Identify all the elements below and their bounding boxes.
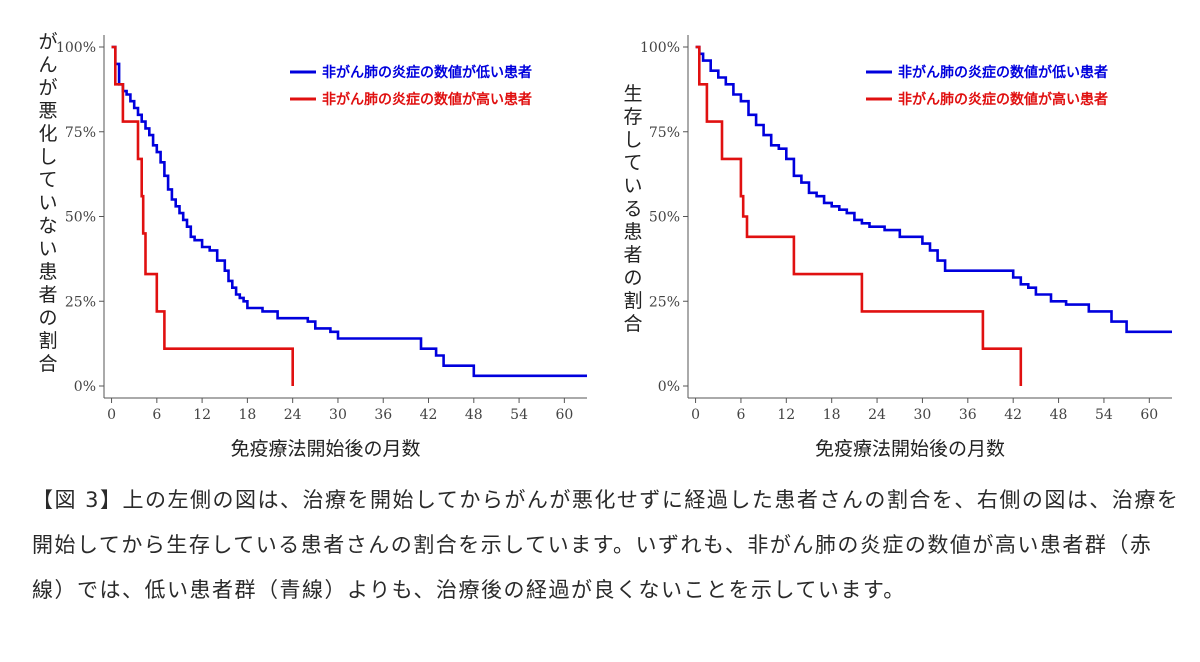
y-axis-label: 生存している患者の割合 xyxy=(623,83,642,335)
series-line-low xyxy=(111,45,587,378)
y-tick-label: 0% xyxy=(658,379,680,395)
chart-panel-1: 0% 25% 50% 75% 100% 0 6 12 18 24 30 36 42 48 54 60 免疫療法開… xyxy=(38,31,587,460)
x-tick-label: 24 xyxy=(284,407,302,423)
y-tick-label: 50% xyxy=(649,210,680,226)
x-tick-label: 42 xyxy=(1004,407,1022,423)
x-tick-label: 18 xyxy=(238,407,256,423)
y-tick-label: 100% xyxy=(640,40,680,56)
x-tick-label: 0 xyxy=(107,407,116,423)
x-tick-label: 30 xyxy=(329,407,347,423)
figure-caption: 【図 3】上の左側の図は、治療を開始してからがんが悪化せずに経過した患者さんの割… xyxy=(32,488,1180,602)
legend-label: 非がん肺の炎症の数値が低い患者 xyxy=(322,64,532,81)
y-tick-label: 25% xyxy=(65,294,96,310)
x-tick-label: 54 xyxy=(1095,407,1113,423)
x-tick-label: 36 xyxy=(374,407,392,423)
legend-label: 非がん肺の炎症の数値が高い患者 xyxy=(898,91,1108,108)
x-axis-label: 免疫療法開始後の月数 xyxy=(230,438,420,460)
x-tick-label: 0 xyxy=(691,407,700,423)
x-tick-label: 18 xyxy=(823,407,841,423)
x-tick-label: 48 xyxy=(1050,407,1068,423)
y-tick-label: 75% xyxy=(649,125,680,141)
x-tick-label: 12 xyxy=(193,407,211,423)
x-tick-label: 36 xyxy=(959,407,977,423)
x-tick-label: 24 xyxy=(868,407,886,423)
series-line-low xyxy=(695,45,1172,334)
y-tick-label: 0% xyxy=(74,379,96,395)
y-axis-label: がんが悪化していない患者の割合 xyxy=(38,31,57,375)
chart-panel-2: 0% 25% 50% 75% 100% 0 6 12 18 24 30 36 42 48 54 60 免疫療法開… xyxy=(623,35,1172,460)
x-tick-label: 12 xyxy=(777,407,795,423)
legend-label: 非がん肺の炎症の数値が高い患者 xyxy=(322,91,532,108)
x-tick-label: 42 xyxy=(420,407,438,423)
x-tick-label: 6 xyxy=(736,407,745,423)
x-tick-label: 48 xyxy=(465,407,483,423)
y-tick-label: 75% xyxy=(65,125,96,141)
y-tick-label: 25% xyxy=(649,294,680,310)
x-tick-label: 60 xyxy=(1140,407,1158,423)
charts-container: 0%25%50%75%100%0 6 12 18 24 30 36 42 48 54 60免疫療法開… xyxy=(38,31,1172,460)
x-tick-label: 6 xyxy=(152,407,161,423)
y-tick-label: 50% xyxy=(65,210,96,226)
series-line-high xyxy=(111,45,294,386)
x-tick-label: 30 xyxy=(914,407,932,423)
x-axis-label: 免疫療法開始後の月数 xyxy=(815,438,1005,460)
y-tick-label: 100% xyxy=(56,40,96,56)
series-line-high xyxy=(695,45,1023,386)
legend-label: 非がん肺の炎症の数値が低い患者 xyxy=(898,64,1108,81)
x-tick-label: 54 xyxy=(510,407,528,423)
x-tick-label: 60 xyxy=(555,407,573,423)
